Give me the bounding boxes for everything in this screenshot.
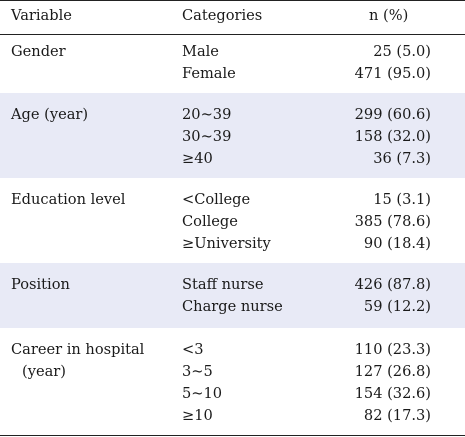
table-row: ≥University 90 (18.4) — [0, 233, 465, 255]
group-age: Age (year) 20~39 299 (60.6) 30~39 158 (3… — [0, 93, 465, 178]
count-percent: 59 (12.2) — [363, 298, 431, 315]
count-percent: 385 (78.6) — [354, 213, 431, 230]
count-percent: 154 (32.6) — [354, 385, 431, 402]
count-percent: 36 (7.3) — [373, 150, 431, 167]
table-row: ≥10 82 (17.3) — [0, 405, 465, 427]
variable-label: Education level — [11, 191, 126, 208]
count-percent: 299 (60.6) — [354, 106, 431, 123]
category-label: ≥40 — [182, 150, 213, 167]
table-row: ≥40 36 (7.3) — [0, 148, 465, 170]
count-percent: 90 (18.4) — [363, 235, 431, 252]
table-row: 30~39 158 (32.0) — [0, 126, 465, 148]
header-rule — [0, 34, 465, 35]
count-percent: 15 (3.1) — [373, 191, 431, 208]
count-percent: 471 (95.0) — [354, 65, 431, 82]
count-percent: 110 (23.3) — [354, 341, 431, 358]
table-row: Charge nurse 59 (12.2) — [0, 296, 465, 318]
count-percent: 426 (87.8) — [354, 276, 431, 293]
category-label: College — [182, 213, 238, 230]
category-label: ≥University — [182, 235, 271, 252]
variable-label: Position — [11, 276, 70, 293]
table-row: College 385 (78.6) — [0, 211, 465, 233]
category-label: Female — [182, 65, 236, 82]
category-label: <College — [182, 191, 251, 208]
count-percent: 82 (17.3) — [363, 407, 431, 424]
count-percent: 25 (5.0) — [373, 43, 431, 60]
variable-label: Gender — [11, 43, 66, 60]
bottom-rule — [0, 435, 465, 436]
category-label: Charge nurse — [182, 298, 283, 315]
variable-label-continued: (year) — [22, 363, 66, 380]
table-row: 20~39 299 (60.6) — [0, 104, 465, 126]
table-row: Staff nurse 426 (87.8) — [0, 274, 465, 296]
table-row: 3~5 127 (26.8) — [0, 361, 465, 383]
header-n-percent: n (%) — [369, 7, 409, 24]
table-row: 5~10 154 (32.6) — [0, 383, 465, 405]
category-label: ≥10 — [182, 407, 213, 424]
top-rule — [0, 0, 465, 1]
table-row: Female 471 (95.0) — [0, 63, 465, 85]
category-label: <3 — [182, 341, 204, 358]
header-categories: Categories — [182, 7, 263, 24]
category-label: 3~5 — [182, 363, 213, 380]
category-label: 30~39 — [182, 128, 232, 145]
category-label: Staff nurse — [182, 276, 264, 293]
group-career-in-hospital: Career in hospital (year) <3 110 (23.3) … — [0, 328, 465, 435]
group-gender: Gender Male 25 (5.0) Female 471 (95.0) — [0, 35, 465, 93]
category-label: 20~39 — [182, 106, 232, 123]
group-position: Position Staff nurse 426 (87.8) Charge n… — [0, 263, 465, 328]
category-label: Male — [182, 43, 219, 60]
count-percent: 158 (32.0) — [354, 128, 431, 145]
group-education-level: Education level <College 15 (3.1) Colleg… — [0, 178, 465, 263]
table-row: <College 15 (3.1) — [0, 189, 465, 211]
variable-label: Career in hospital — [11, 341, 145, 358]
header-variable: Variable — [11, 7, 72, 24]
table-header: Variable Categories n (%) — [0, 2, 465, 34]
count-percent: 127 (26.8) — [354, 363, 431, 380]
category-label: 5~10 — [182, 385, 223, 402]
variable-label: Age (year) — [11, 106, 89, 123]
table-row: <3 110 (23.3) — [0, 339, 465, 361]
table-row: Male 25 (5.0) — [0, 41, 465, 63]
